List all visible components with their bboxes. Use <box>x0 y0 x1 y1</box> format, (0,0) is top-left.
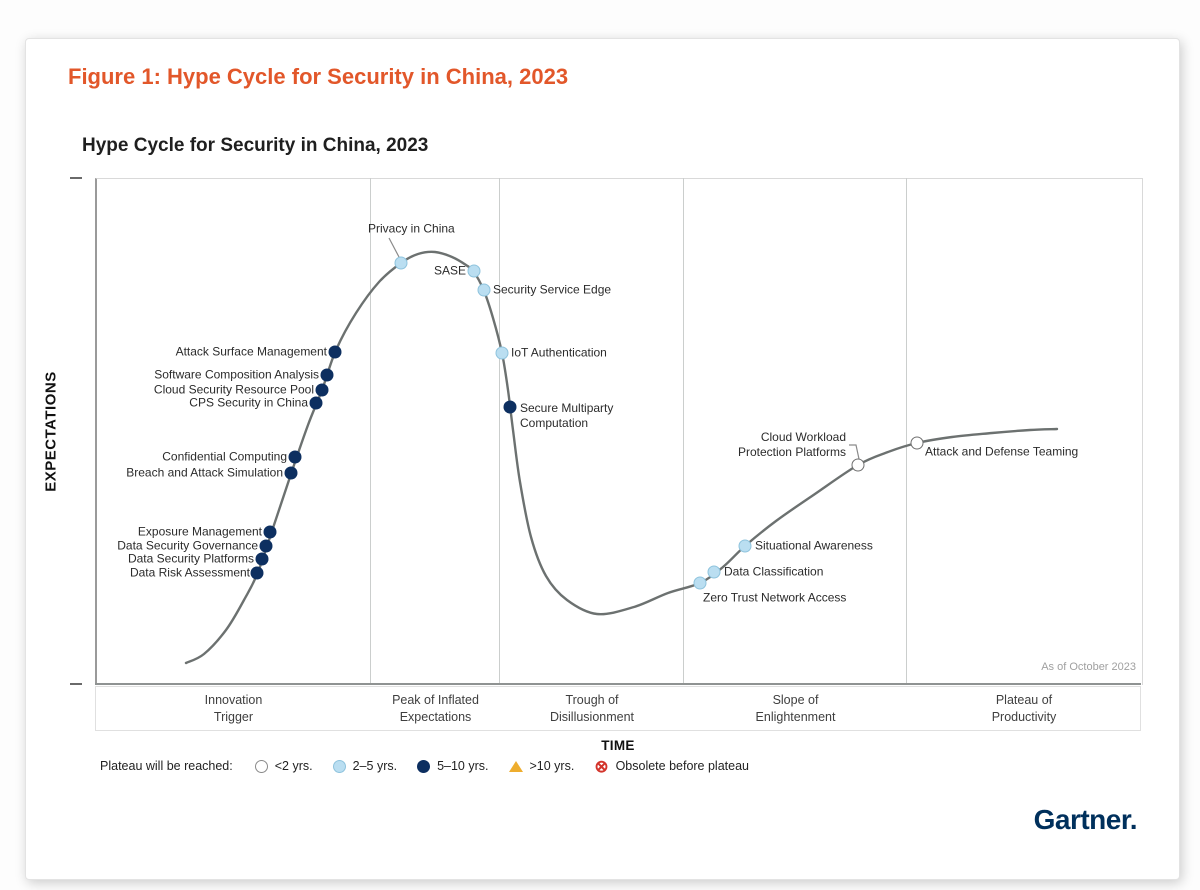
point-label-data-classification: Data Classification <box>724 564 824 579</box>
point-situational-awareness <box>738 539 752 553</box>
point-label-confidential-computing: Confidential Computing <box>162 449 287 464</box>
phase-label-line: Slope of <box>772 693 819 708</box>
gartner-logo: Gartner. <box>1033 804 1138 835</box>
legend-prefix: Plateau will be reached: <box>100 759 233 773</box>
point-security-service-edge <box>477 283 491 297</box>
phase-gridline <box>499 178 500 684</box>
point-label-situational-awareness: Situational Awareness <box>755 538 873 553</box>
circle-dark-icon <box>417 759 431 773</box>
legend-item-5-10-yrs: 5–10 yrs. <box>417 759 489 773</box>
legend-item-label: 5–10 yrs. <box>437 759 489 773</box>
phase-label-line: Trigger <box>213 709 254 724</box>
legend-item-obsolete-before-plateau: ⊗ Obsolete before plateau <box>594 756 749 776</box>
phase-label-band: Innovation Trigger Peak of Inflated Expecta… <box>95 686 1141 731</box>
phase-label-slope-of-enlightenment: Slope of Enlightenment <box>684 687 907 730</box>
point-label-secure-multiparty-computation: Secure Multiparty Computation <box>520 401 614 430</box>
x-axis-label: TIME <box>601 738 635 753</box>
phase-gridline <box>683 178 684 684</box>
point-cloud-workload-protection-platforms <box>851 458 865 472</box>
triangle-icon <box>508 760 523 772</box>
phase-label-line: Plateau of <box>995 693 1053 708</box>
circle-white-icon <box>254 759 268 773</box>
point-attack-and-defense-teaming <box>910 436 924 450</box>
legend-item-label: Obsolete before plateau <box>615 759 749 773</box>
point-cloud-security-resource-pool <box>315 383 329 397</box>
y-axis-tick <box>70 683 82 685</box>
point-label-iot-authentication: IoT Authentication <box>511 345 607 360</box>
point-exposure-management <box>263 525 277 539</box>
legend-item-label: <2 yrs. <box>274 759 313 773</box>
legend-item-label: 2–5 yrs. <box>352 759 398 773</box>
point-data-security-platforms <box>255 552 269 566</box>
point-privacy-in-china <box>394 256 408 270</box>
phase-label-line: Innovation <box>204 693 263 708</box>
obsolete-icon: ⊗ <box>594 756 609 776</box>
point-sase <box>467 264 481 278</box>
point-label-cloud-workload-protection-platforms: Cloud Workload Protection Platforms <box>737 430 846 459</box>
phase-label-line: Enlightenment <box>755 709 836 724</box>
y-axis-label: EXPECTATIONS <box>42 370 60 492</box>
point-label-exposure-management: Exposure Management <box>137 524 262 539</box>
phase-label-peak-of-inflated-expectations: Peak of Inflated Expectations <box>371 687 500 730</box>
x-axis-line <box>95 683 1141 685</box>
y-axis-label-wrap: EXPECTATIONS <box>38 178 64 684</box>
point-cps-security-in-china <box>309 396 323 410</box>
point-software-composition-analysis <box>320 368 334 382</box>
point-label-privacy-in-china: Privacy in China <box>368 221 455 236</box>
point-iot-authentication <box>495 346 509 360</box>
phase-label-plateau-of-productivity: Plateau of Productivity <box>907 687 1141 730</box>
figure-title: Figure 1: Hype Cycle for Security in Chi… <box>68 64 569 89</box>
phase-label-line: Productivity <box>991 709 1057 724</box>
point-confidential-computing <box>288 450 302 464</box>
phase-gridline <box>906 178 907 684</box>
as-of-date: As of October 2023 <box>1041 661 1136 673</box>
circle-light-icon <box>332 759 346 773</box>
legend: Plateau will be reached: <2 yrs. 2–5 yrs.… <box>100 756 749 776</box>
point-label-cps-security-in-china: CPS Security in China <box>189 395 308 410</box>
phase-label-line: Trough of <box>565 693 619 708</box>
legend-item-2-yrs: <2 yrs. <box>254 759 313 773</box>
point-label-data-security-governance: Data Security Governance <box>117 538 258 553</box>
point-label-cloud-security-resource-pool: Cloud Security Resource Pool <box>153 382 314 397</box>
point-label-breach-and-attack-simulation: Breach and Attack Simulation <box>126 465 283 480</box>
point-data-security-governance <box>259 539 273 553</box>
legend-item-10-yrs: >10 yrs. <box>508 759 575 773</box>
phase-label-trough-of-disillusionment: Trough of Disillusionment <box>500 687 684 730</box>
point-data-risk-assessment <box>250 566 264 580</box>
point-label-sase: SASE <box>433 263 466 278</box>
legend-item-label: >10 yrs. <box>529 759 575 773</box>
point-label-data-security-platforms: Data Security Platforms <box>127 551 254 566</box>
point-label-zero-trust-network-access: Zero Trust Network Access <box>703 590 847 605</box>
point-data-classification <box>707 565 721 579</box>
phase-label-line: Expectations <box>399 709 472 724</box>
point-secure-multiparty-computation <box>503 400 517 414</box>
point-label-attack-and-defense-teaming: Attack and Defense Teaming <box>925 444 1079 459</box>
point-label-security-service-edge: Security Service Edge <box>493 282 612 297</box>
legend-item-2-5-yrs: 2–5 yrs. <box>332 759 398 773</box>
phase-label-line: Peak of Inflated <box>392 693 479 708</box>
point-breach-and-attack-simulation <box>284 466 298 480</box>
point-label-data-risk-assessment: Data Risk Assessment <box>129 565 250 580</box>
y-axis-tick <box>70 177 82 179</box>
phase-gridline <box>370 178 371 684</box>
point-attack-surface-management <box>328 345 342 359</box>
point-label-attack-surface-management: Attack Surface Management <box>175 344 327 359</box>
chart-title: Hype Cycle for Security in China, 2023 <box>82 135 429 156</box>
phase-label-line: Disillusionment <box>549 709 635 724</box>
point-label-software-composition-analysis: Software Composition Analysis <box>154 367 319 382</box>
point-zero-trust-network-access <box>693 576 707 590</box>
plot-area <box>95 178 1143 685</box>
phase-label-innovation-trigger: Innovation Trigger <box>96 687 371 730</box>
